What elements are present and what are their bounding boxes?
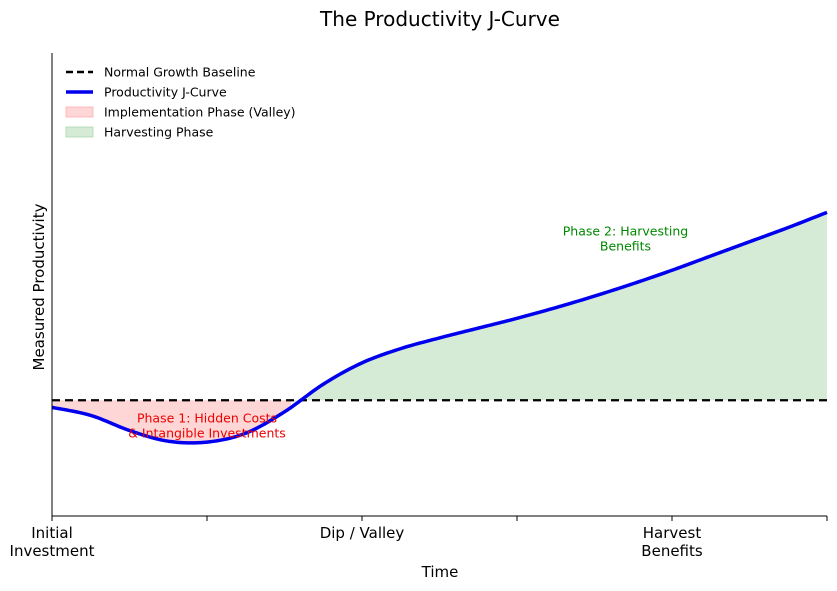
fills-layer <box>52 212 827 443</box>
phase-1-annotation: & Intangible Investments <box>128 426 286 441</box>
x-tick-label: Benefits <box>641 542 703 560</box>
legend-swatch <box>65 126 94 138</box>
chart-title: The Productivity J-Curve <box>319 7 560 31</box>
x-tick-label: Harvest <box>643 524 702 542</box>
phase-2-annotation: Benefits <box>600 239 651 254</box>
phase-2-annotation: Phase 2: Harvesting <box>563 224 688 239</box>
legend-swatch <box>65 106 94 118</box>
legend-label: Productivity J-Curve <box>104 85 227 100</box>
legend-label: Normal Growth Baseline <box>104 65 256 80</box>
legend: Normal Growth Baseline Productivity J-Cur… <box>65 65 296 140</box>
series-layer <box>51 210 828 445</box>
phase-1-annotation: Phase 1: Hidden Costs <box>137 411 277 426</box>
legend-label: Harvesting Phase <box>104 125 214 140</box>
x-tick-label: Initial <box>31 524 73 542</box>
annotations: Phase 1: Hidden Costs& Intangible Invest… <box>128 224 688 441</box>
x-axis-label: Time <box>421 563 459 581</box>
axes <box>51 53 827 517</box>
harvesting-phase-fill <box>294 212 827 406</box>
y-axis-label: Measured Productivity <box>30 203 48 370</box>
legend-label: Implementation Phase (Valley) <box>104 105 296 120</box>
x-tick-label: Dip / Valley <box>320 524 405 542</box>
x-tick-label: Investment <box>10 542 95 560</box>
implementation-phase-fill <box>52 400 291 443</box>
j-curve-series-line <box>51 210 828 445</box>
